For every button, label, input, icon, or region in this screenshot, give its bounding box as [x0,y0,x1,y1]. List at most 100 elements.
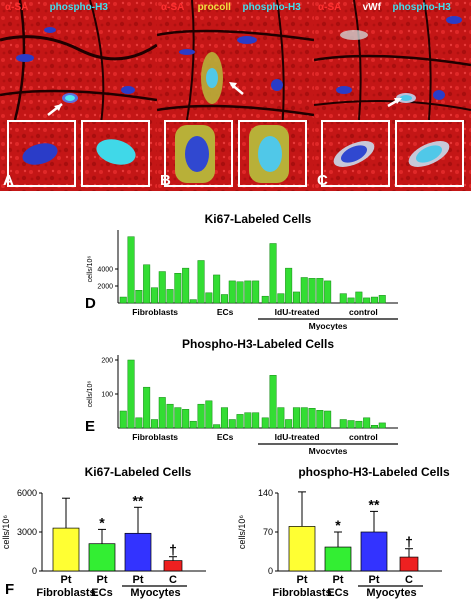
chart-e-bar [166,403,174,429]
chart-d-bar [197,260,205,304]
chart-e-bar [197,403,205,429]
chart-e-bar [174,407,182,429]
chart-e-bar [308,408,316,429]
chart-f-right-title: phospho-H3-Labeled Cells [298,465,450,479]
chart-e-bar [213,424,221,429]
panel-c-letter: C [317,172,328,189]
panel-b-label-2: procoll [197,2,231,13]
chart-d-bar [127,236,135,304]
chart-d-bar [158,271,166,304]
chart-d-bar [363,297,371,304]
chart-d-group-label: IdU-treated [275,307,320,317]
chart-f-left-ytick-label: 0 [32,566,37,576]
chart-e-bar [347,420,355,429]
chart-e-title: Phospho-H3-Labeled Cells [182,337,334,351]
chart-d-bar [277,293,285,304]
chart-d-bar [370,296,378,304]
chart-d-bar [308,278,316,304]
chart-e-bar [205,400,213,429]
chart-e-bar [339,419,347,429]
chart-f-right-group-label: Myocytes [366,587,416,599]
micrograph-c-image [314,0,471,191]
chart-f-right-category-label: C [405,574,413,586]
panel-f-letter: F [5,581,15,598]
chart-d-bar [339,293,347,304]
chart-e-bar [135,417,143,429]
chart-f-right-category-label: Pt [369,574,380,586]
chart-d-bar [228,280,236,304]
chart-d-bar [205,292,213,304]
chart-e-group-label: IdU-treated [275,432,320,442]
panel-c-label-3: phospho-H3 [392,2,451,13]
chart-f-left-ytick-label: 6000 [17,488,37,498]
panel-a-label-1: α-SA [5,2,28,13]
panel-d-letter: D [85,295,96,312]
chart-e-bar [119,410,127,429]
panel-c-label-row: α-SA vWf phospho-H3 [318,2,451,13]
chart-e-bar [277,407,285,429]
chart-d-bar [378,295,386,304]
chart-d-bar [347,297,355,304]
panel-a-label-2: phospho-H3 [49,2,108,13]
chart-e-bar [228,419,236,429]
chart-e-ytick-label: 100 [101,392,113,399]
chart-d-bar [135,290,143,304]
chart-f-right-bar [360,531,388,572]
chart-e-bar [363,417,371,429]
chart-f-left-group-label: Fibroblasts [36,587,95,599]
chart-e-bar [370,425,378,429]
chart-d-bar [269,243,277,304]
chart-f-left-group-label: Myocytes [130,587,180,599]
chart-e-bar [252,412,260,429]
chart-f-left-bar [163,560,183,572]
chart-d-title: Ki67-Labeled Cells [205,212,312,226]
chart-f-left-significance-mark: * [99,514,105,530]
chart-f-left-bar [52,527,80,572]
chart-f-right-bar [324,546,352,572]
chart-e-bar [316,410,324,429]
chart-d-bar [189,299,197,304]
chart-d-bar [300,277,308,304]
chart-f-right-ytick-label: 140 [258,488,273,498]
panel-b-label-row: α-SA procoll phospho-H3 [161,2,301,13]
chart-d-bar [261,295,269,304]
chart-f-left-title: Ki67-Labeled Cells [85,465,192,479]
micrograph-panel-a: α-SA phospho-H3 A [0,0,157,191]
panel-e-letter: E [85,418,96,435]
chart-f-right-significance-mark: ** [369,496,380,512]
chart-d-bar [355,291,363,304]
chart-f-left-bar [88,543,116,572]
chart-e-bar [158,397,166,429]
chart-e-group-label: control [349,432,378,442]
chart-d-bar [316,278,324,304]
chart-d-bar [119,296,127,304]
chart-f-phospho-h3-summary: phospho-H3-Labeled Cells cells/10⁶ 0 70 140 P… [237,465,450,599]
panel-a-letter: A [3,172,14,189]
chart-f-left-ylabel: cells/10⁶ [1,515,11,550]
chart-d-bracket-label: Myocytes [309,321,348,330]
chart-d-bar [150,287,158,304]
chart-f-right-ytick-label: 0 [268,566,273,576]
chart-f-right-ylabel: cells/10⁶ [237,515,247,550]
chart-e-bar [269,375,277,429]
chart-d-bar [174,273,182,304]
chart-e-bar [292,407,300,429]
chart-d-bar [213,274,221,304]
chart-d-ytick-label: 2000 [97,284,113,291]
chart-e-bar [143,386,151,429]
chart-e-bar [261,417,269,429]
panel-a-label-row: α-SA phospho-H3 [5,2,108,13]
chart-f-right-category-label: Pt [297,574,308,586]
chart-d-group-label: Fibroblasts [132,307,178,317]
chart-f-right-group-label: Fibroblasts [272,587,331,599]
chart-f-right-ytick-label: 70 [263,527,273,537]
chart-f-right-significance-mark: † [405,534,413,550]
micrograph-panel-c: α-SA vWf phospho-H3 C [314,0,471,191]
chart-f-left-category-label: C [169,574,177,586]
panel-c-label-1: α-SA [318,2,341,13]
micrograph-a-image [0,0,157,191]
chart-f-left-category-label: Pt [133,574,144,586]
chart-d-bar [324,280,332,304]
chart-d-ylabel: cells/10⁶ [87,256,94,283]
